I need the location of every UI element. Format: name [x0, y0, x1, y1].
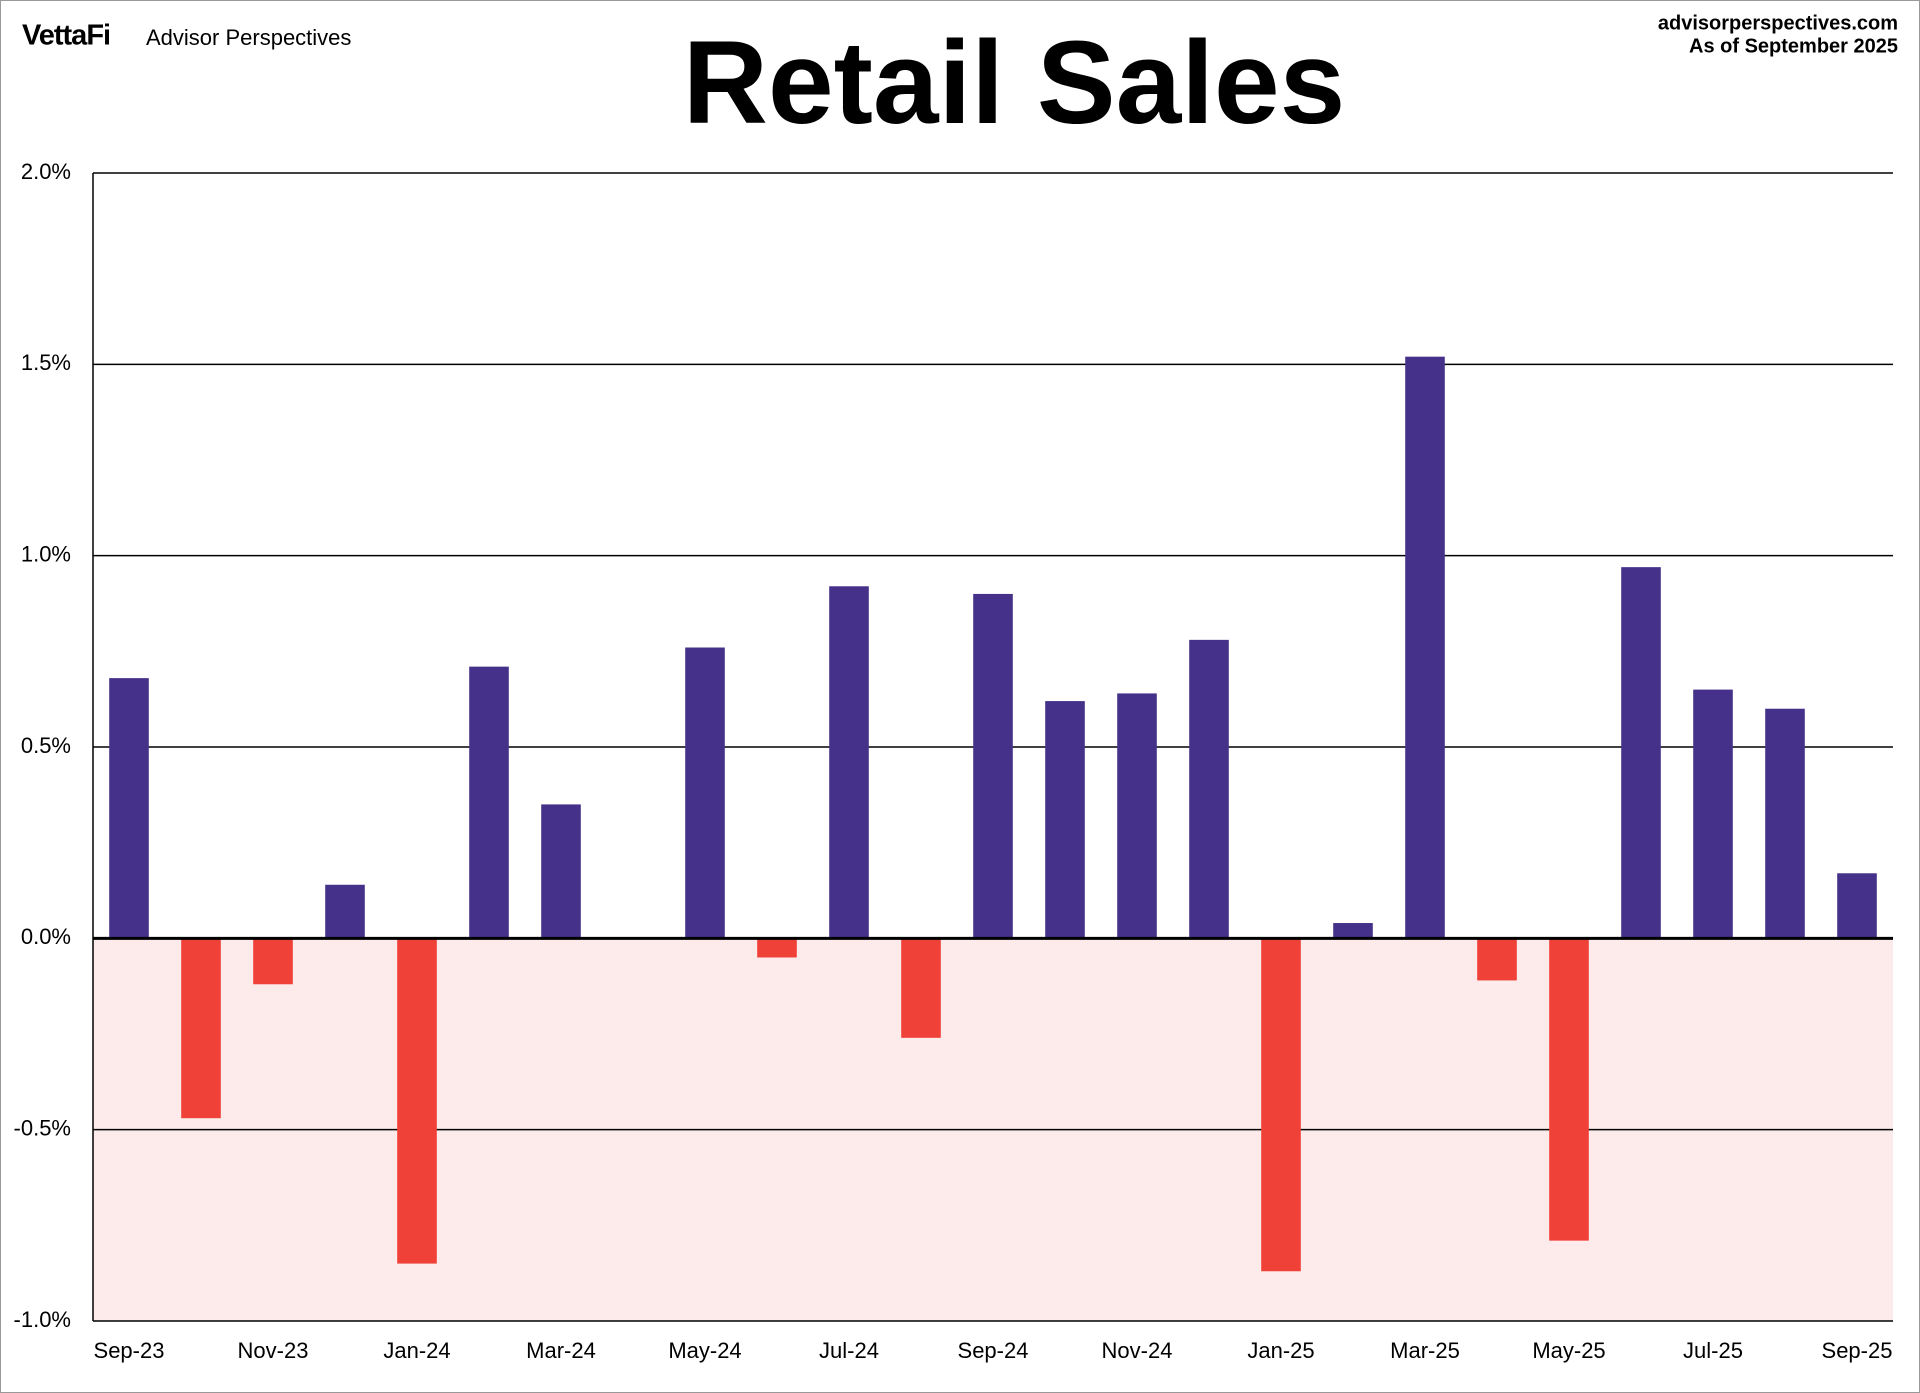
- y-tick-label: 2.0%: [21, 159, 71, 184]
- bar: [1117, 693, 1157, 939]
- y-tick-label: -1.0%: [14, 1307, 71, 1332]
- y-tick-label: 1.0%: [21, 541, 71, 566]
- x-tick-label: Mar-24: [526, 1338, 596, 1363]
- bar: [757, 938, 797, 958]
- y-tick-label: 0.5%: [21, 733, 71, 758]
- bar: [109, 678, 149, 939]
- x-tick-label: Sep-24: [958, 1338, 1029, 1363]
- bar: [1045, 701, 1085, 939]
- bar: [325, 884, 365, 939]
- date-note: As of September 2025: [1689, 35, 1898, 57]
- bar: [1693, 689, 1733, 939]
- x-tick-label: May-25: [1532, 1338, 1605, 1363]
- x-tick-label: Nov-24: [1102, 1338, 1173, 1363]
- bar: [1405, 356, 1445, 939]
- bar: [397, 938, 437, 1264]
- bar: [1765, 708, 1805, 939]
- x-tick-label: Jan-25: [1247, 1338, 1314, 1363]
- bar: [1333, 923, 1373, 939]
- brand: VettaFi: [22, 20, 110, 52]
- x-tick-label: Jul-24: [819, 1338, 879, 1363]
- bar: [1837, 873, 1877, 939]
- bar: [1477, 938, 1517, 981]
- bar: [1189, 639, 1229, 939]
- x-tick-label: Sep-25: [1822, 1338, 1893, 1363]
- source: advisorperspectives.com: [1658, 12, 1898, 34]
- x-tick-label: Sep-23: [94, 1338, 165, 1363]
- brand-subtitle: Advisor Perspectives: [146, 25, 351, 50]
- bar: [901, 938, 941, 1038]
- bar: [469, 666, 509, 939]
- x-tick-label: Mar-25: [1390, 1338, 1460, 1363]
- y-tick-label: 1.5%: [21, 350, 71, 375]
- bar: [973, 593, 1013, 939]
- bar: [541, 804, 581, 939]
- bar: [181, 938, 221, 1119]
- bar: [1621, 567, 1661, 939]
- x-tick-label: Nov-23: [238, 1338, 309, 1363]
- bar: [1549, 938, 1589, 1241]
- y-tick-label: 0.0%: [21, 924, 71, 949]
- x-tick-label: Jan-24: [383, 1338, 450, 1363]
- y-tick-label: -0.5%: [14, 1115, 71, 1140]
- bar: [253, 938, 293, 985]
- chart-title: Retail Sales: [683, 17, 1345, 149]
- x-tick-label: May-24: [668, 1338, 741, 1363]
- bar: [685, 647, 725, 939]
- bar: [1261, 938, 1301, 1272]
- x-tick-label: Jul-25: [1683, 1338, 1743, 1363]
- bar: [829, 586, 869, 939]
